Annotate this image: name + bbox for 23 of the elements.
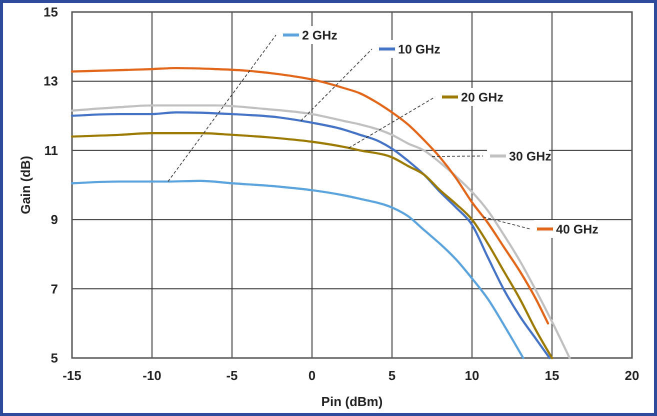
x-tick-label: 0 xyxy=(308,368,316,383)
x-axis-title: Pin (dBm) xyxy=(321,394,383,409)
y-tick-label: 9 xyxy=(50,212,58,228)
y-tick-label: 13 xyxy=(44,74,58,89)
x-tick-label: 10 xyxy=(464,368,480,383)
y-tick-label: 15 xyxy=(44,4,58,20)
legend-label: 2 GHz xyxy=(302,28,338,42)
legend-label: 30 GHz xyxy=(509,150,552,164)
y-tick-label: 5 xyxy=(50,350,58,366)
y-axis-title: Gain (dB) xyxy=(18,156,33,214)
x-tick-label: 15 xyxy=(544,368,560,383)
line-series xyxy=(70,180,524,360)
x-tick-label: 5 xyxy=(388,368,396,383)
legend-label: 40 GHz xyxy=(556,222,598,236)
y-tick-label: 7 xyxy=(50,281,58,296)
line-series xyxy=(70,66,550,324)
legend-label: 20 GHz xyxy=(461,90,504,104)
y-tick-label: 11 xyxy=(44,142,58,158)
x-tick-label: -10 xyxy=(142,368,162,383)
x-tick-label: -15 xyxy=(62,368,82,383)
x-tick-label: 20 xyxy=(624,368,640,383)
legend-label: 10 GHz xyxy=(398,42,440,56)
x-tick-label: -5 xyxy=(226,368,238,383)
